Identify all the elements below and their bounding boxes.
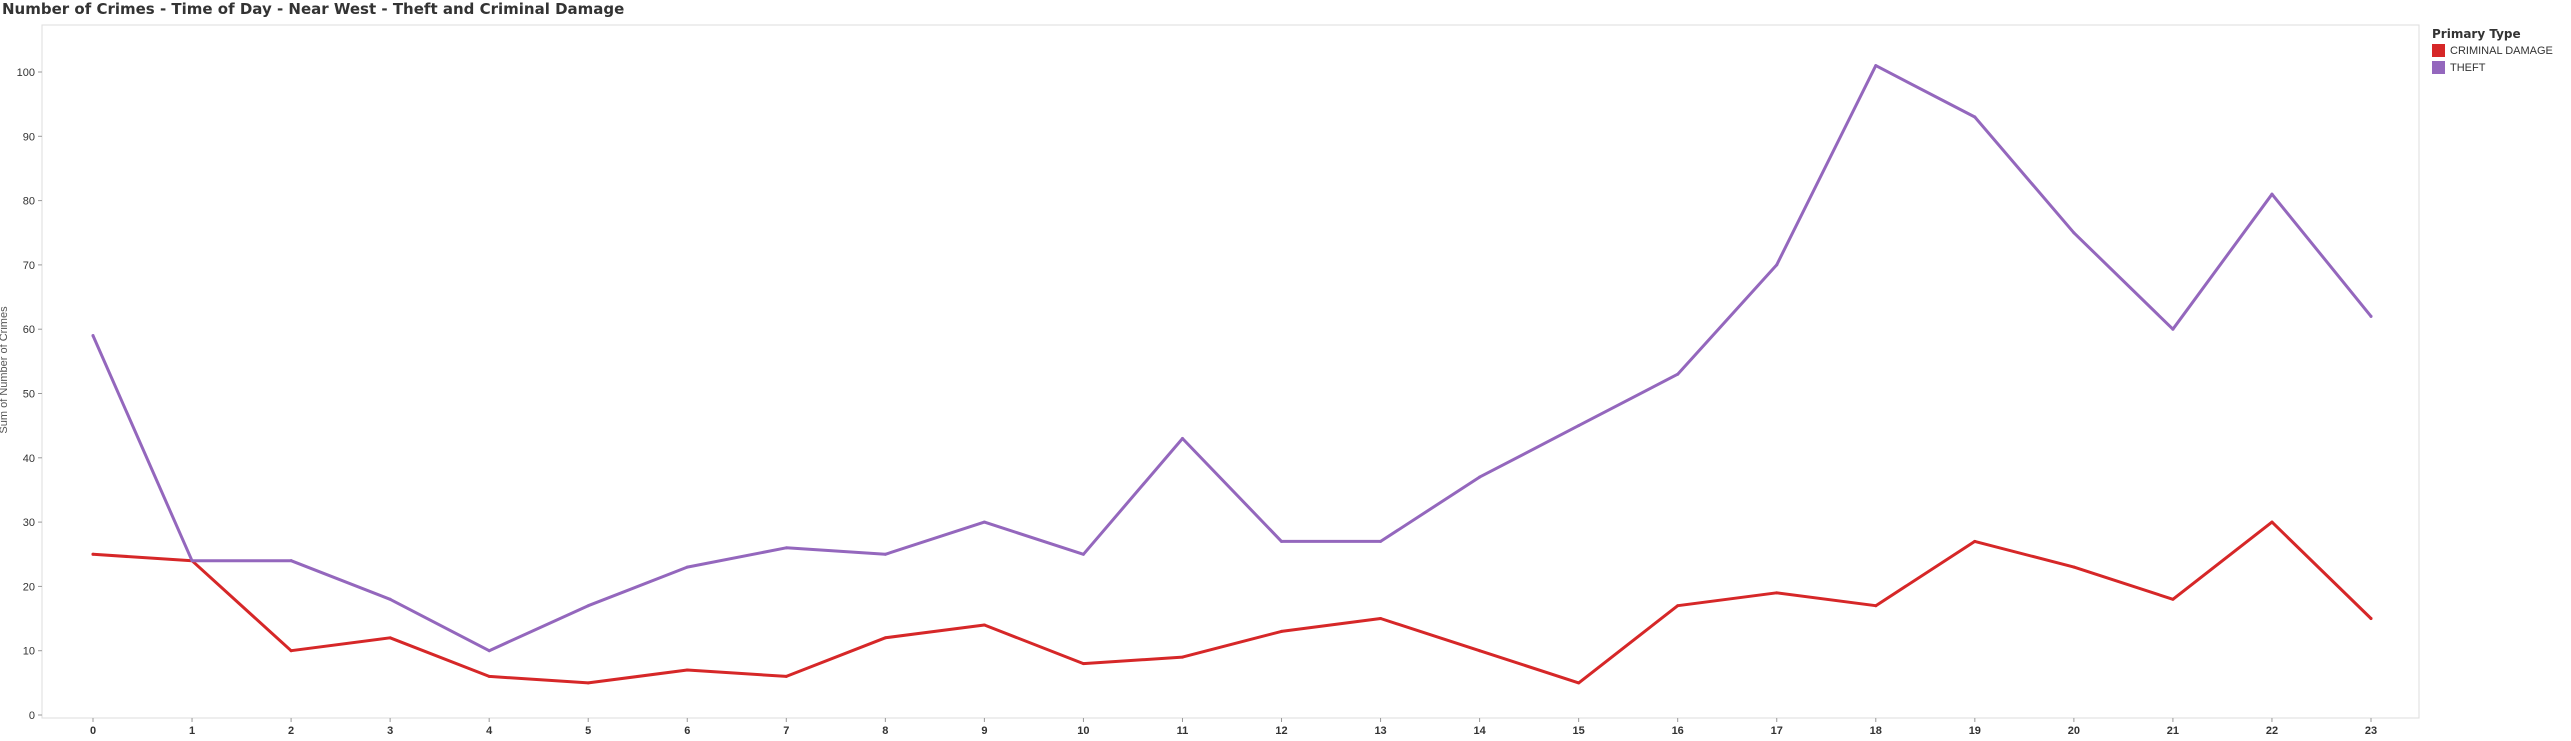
data-point-theft-20 [2072, 231, 2076, 235]
plot-frame [41, 24, 2420, 719]
data-point-theft-4 [487, 649, 491, 653]
data-point-criminal-damage-16 [1676, 604, 1680, 608]
x-tick-label-8: 8 [882, 725, 888, 737]
x-tick-label-15: 15 [1573, 725, 1585, 737]
legend: Primary Type CRIMINAL DAMAGE THEFT [2432, 27, 2553, 78]
data-point-criminal-damage-18 [1874, 604, 1878, 608]
x-tick-label-1: 1 [189, 725, 195, 737]
y-tick-label-20: 20 [23, 581, 35, 593]
legend-swatch-theft [2432, 61, 2445, 74]
legend-item-criminal-damage[interactable]: CRIMINAL DAMAGE [2432, 44, 2553, 57]
y-tick-label-60: 60 [23, 324, 35, 336]
y-tick-label-10: 10 [23, 646, 35, 658]
data-point-theft-17 [1775, 263, 1779, 267]
legend-item-theft[interactable]: THEFT [2432, 61, 2553, 74]
x-tick-label-18: 18 [1870, 725, 1882, 737]
data-point-criminal-damage-6 [685, 668, 689, 672]
data-point-theft-19 [1973, 115, 1977, 119]
x-tick-label-2: 2 [288, 725, 294, 737]
data-point-criminal-damage-20 [2072, 565, 2076, 569]
data-point-criminal-damage-8 [883, 636, 887, 640]
data-point-criminal-damage-2 [289, 649, 293, 653]
x-tick-label-6: 6 [684, 725, 690, 737]
y-tick-label-100: 100 [17, 67, 35, 79]
legend-swatch-criminal-damage [2432, 44, 2445, 57]
x-tick-label-9: 9 [981, 725, 987, 737]
data-point-criminal-damage-4 [487, 674, 491, 678]
data-point-theft-18 [1874, 64, 1878, 68]
data-point-theft-5 [586, 604, 590, 608]
x-tick-label-14: 14 [1473, 725, 1486, 737]
y-tick-label-0: 0 [29, 710, 35, 722]
data-point-criminal-damage-21 [2171, 597, 2175, 601]
data-point-theft-1 [190, 559, 194, 563]
data-point-criminal-damage-3 [388, 636, 392, 640]
data-point-criminal-damage-5 [586, 681, 590, 685]
data-point-theft-10 [1081, 552, 1085, 556]
y-tick-label-70: 70 [23, 260, 35, 272]
legend-label-theft: THEFT [2450, 61, 2486, 74]
x-tick-label-12: 12 [1275, 725, 1287, 737]
data-point-theft-7 [784, 546, 788, 550]
x-tick-label-11: 11 [1177, 725, 1189, 737]
y-tick-label-30: 30 [23, 517, 35, 529]
data-point-theft-11 [1180, 437, 1184, 441]
data-point-criminal-damage-17 [1775, 591, 1779, 595]
data-point-criminal-damage-11 [1180, 655, 1184, 659]
data-point-theft-6 [685, 565, 689, 569]
data-point-theft-12 [1280, 539, 1284, 543]
x-tick-label-5: 5 [585, 725, 591, 737]
data-point-theft-16 [1676, 372, 1680, 376]
data-point-theft-21 [2171, 327, 2175, 331]
y-tick-label-50: 50 [23, 389, 35, 401]
data-point-theft-13 [1379, 539, 1383, 543]
y-tick-label-40: 40 [23, 453, 35, 465]
x-tick-label-7: 7 [783, 725, 789, 737]
data-point-criminal-damage-9 [982, 623, 986, 627]
x-tick-label-0: 0 [90, 725, 96, 737]
data-point-criminal-damage-12 [1280, 629, 1284, 633]
y-tick-label-80: 80 [23, 196, 35, 208]
x-tick-label-23: 23 [2365, 725, 2377, 737]
x-tick-label-13: 13 [1374, 725, 1386, 737]
x-tick-label-21: 21 [2167, 725, 2179, 737]
series-line-theft [91, 64, 2373, 653]
data-point-criminal-damage-10 [1081, 662, 1085, 666]
data-point-theft-23 [2369, 314, 2373, 318]
data-point-theft-8 [883, 552, 887, 556]
data-point-theft-3 [388, 597, 392, 601]
legend-title: Primary Type [2432, 27, 2521, 41]
data-point-theft-2 [289, 559, 293, 563]
x-tick-label-3: 3 [387, 725, 393, 737]
x-tick-label-4: 4 [486, 725, 493, 737]
x-tick-label-10: 10 [1077, 725, 1089, 737]
data-point-criminal-damage-19 [1973, 539, 1977, 543]
series-line-criminal-damage [91, 520, 2373, 685]
data-point-criminal-damage-14 [1478, 649, 1482, 653]
data-point-theft-22 [2270, 192, 2274, 196]
legend-label-criminal-damage: CRIMINAL DAMAGE [2450, 44, 2553, 57]
x-tick-label-22: 22 [2266, 725, 2278, 737]
data-point-criminal-damage-22 [2270, 520, 2274, 524]
data-point-criminal-damage-15 [1577, 681, 1581, 685]
data-point-criminal-damage-0 [91, 552, 95, 556]
data-point-theft-9 [982, 520, 986, 524]
data-point-criminal-damage-13 [1379, 617, 1383, 621]
data-point-theft-15 [1577, 424, 1581, 428]
data-point-theft-14 [1478, 475, 1482, 479]
x-tick-label-17: 17 [1771, 725, 1783, 737]
y-tick-label-90: 90 [23, 131, 35, 143]
x-tick-label-19: 19 [1969, 725, 1981, 737]
x-tick-label-20: 20 [2068, 725, 2080, 737]
x-tick-label-16: 16 [1672, 725, 1684, 737]
data-point-criminal-damage-23 [2369, 617, 2373, 621]
data-point-criminal-damage-7 [784, 674, 788, 678]
chart-title: Number of Crimes - Time of Day - Near We… [2, 0, 625, 18]
data-point-theft-0 [91, 334, 95, 338]
